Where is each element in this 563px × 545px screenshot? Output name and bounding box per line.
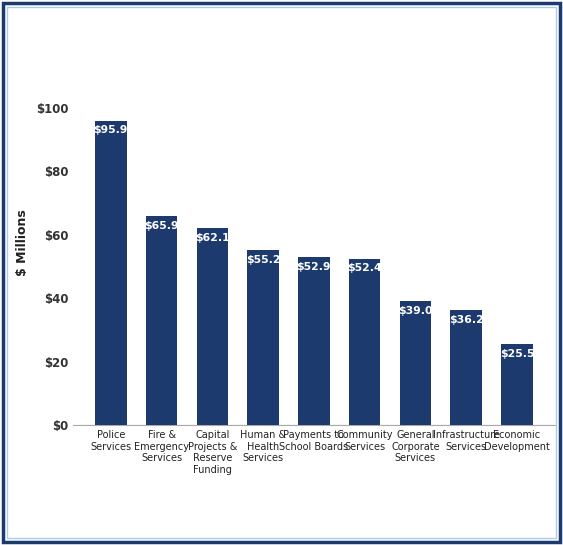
- Bar: [146, 216, 177, 425]
- Bar: [196, 228, 228, 425]
- Bar: [400, 301, 431, 425]
- Text: 2024 Approved Net Operating Budget:  $485.1 Million: 2024 Approved Net Operating Budget: $485…: [80, 16, 483, 29]
- Text: $52.9: $52.9: [297, 262, 331, 272]
- Bar: [501, 344, 533, 425]
- Text: $95.9: $95.9: [93, 125, 128, 135]
- Bar: [247, 250, 279, 425]
- Text: $65.9: $65.9: [144, 221, 179, 231]
- Bar: [450, 310, 482, 425]
- Bar: [298, 257, 329, 425]
- Text: $36.2: $36.2: [449, 315, 484, 325]
- Text: $25.5: $25.5: [500, 349, 534, 359]
- Text: $62.1: $62.1: [195, 233, 230, 243]
- Bar: [349, 259, 381, 425]
- Text: $39.0: $39.0: [398, 306, 432, 316]
- Y-axis label: $ Millions: $ Millions: [16, 209, 29, 276]
- Bar: [95, 120, 127, 425]
- Text: $52.4: $52.4: [347, 263, 382, 274]
- Text: $55.2: $55.2: [246, 255, 280, 264]
